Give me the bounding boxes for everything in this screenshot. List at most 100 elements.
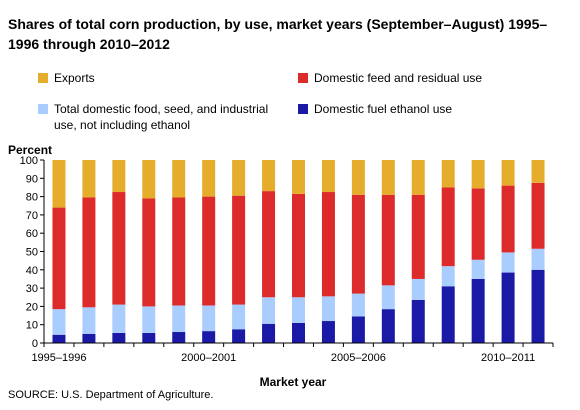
legend-label-feed: Domestic feed and residual use bbox=[314, 71, 483, 85]
bar-segment-s1-7 bbox=[262, 297, 276, 324]
legend-item-exports: Exports bbox=[38, 70, 95, 86]
bar-segment-s0-12 bbox=[411, 300, 425, 343]
bar-segment-s2-5 bbox=[202, 196, 216, 306]
x-tick-label-2: 2005–2006 bbox=[331, 352, 386, 364]
y-tick-label-50: 50 bbox=[26, 247, 38, 259]
bar-segment-s3-0 bbox=[52, 160, 66, 208]
bar-segment-s1-12 bbox=[411, 278, 425, 300]
bar-segment-s2-10 bbox=[351, 194, 365, 294]
bar-segment-s3-7 bbox=[262, 160, 276, 192]
bar-segment-s2-4 bbox=[172, 197, 186, 306]
x-axis-label: Market year bbox=[260, 375, 327, 389]
y-tick-label-0: 0 bbox=[32, 338, 38, 350]
x-tick-label-1: 2000–2001 bbox=[181, 352, 236, 364]
legend-swatch-feed bbox=[298, 73, 308, 83]
bar-segment-s0-4 bbox=[172, 332, 186, 343]
bar-segment-s0-11 bbox=[381, 309, 395, 343]
bar-segment-s1-5 bbox=[202, 305, 216, 332]
y-tick-label-90: 90 bbox=[26, 173, 38, 185]
bar-segment-s0-16 bbox=[531, 269, 545, 343]
bar-segment-s3-5 bbox=[202, 160, 216, 197]
bar-segment-s3-11 bbox=[381, 160, 395, 195]
bar-segment-s0-10 bbox=[351, 316, 365, 343]
bar-segment-s2-16 bbox=[531, 182, 545, 249]
bar-segment-s3-9 bbox=[321, 160, 335, 193]
bar-segment-s0-15 bbox=[501, 272, 515, 343]
chart-title: Shares of total corn production, by use,… bbox=[8, 16, 548, 52]
bar-segment-s1-10 bbox=[351, 293, 365, 317]
bar-segment-s3-13 bbox=[441, 160, 455, 188]
bar-segment-s2-2 bbox=[112, 192, 126, 305]
bar-segment-s0-7 bbox=[262, 323, 276, 343]
y-tick-label-70: 70 bbox=[26, 210, 38, 222]
bar-segment-s3-2 bbox=[112, 160, 126, 193]
x-tick-label-3: 2010–2011 bbox=[481, 352, 535, 364]
y-tick-label-20: 20 bbox=[26, 301, 38, 313]
bar-segment-s0-9 bbox=[321, 321, 335, 343]
bar-segment-s3-6 bbox=[232, 160, 246, 196]
bar-segment-s3-8 bbox=[292, 160, 305, 194]
bar-segment-s2-0 bbox=[52, 207, 66, 310]
legend-label-exports: Exports bbox=[54, 71, 95, 85]
bar-segment-s0-6 bbox=[232, 329, 246, 343]
bar-segment-s1-15 bbox=[501, 252, 515, 273]
legend-swatch-exports bbox=[38, 73, 48, 83]
legend-item-food-seed-industrial: Total domestic food, seed, and industria… bbox=[38, 101, 288, 133]
bar-segment-s3-4 bbox=[172, 160, 186, 198]
legend-item-ethanol: Domestic fuel ethanol use bbox=[298, 101, 452, 117]
bar-segment-s0-0 bbox=[52, 334, 66, 343]
y-tick-label-10: 10 bbox=[26, 320, 38, 332]
bar-segment-s2-1 bbox=[82, 197, 96, 308]
bar-segment-s2-11 bbox=[381, 194, 395, 286]
bar-segment-s1-0 bbox=[52, 309, 66, 335]
bar-segment-s1-2 bbox=[112, 304, 126, 333]
bar-segment-s3-16 bbox=[531, 160, 545, 183]
bar-segment-s1-14 bbox=[471, 259, 485, 279]
legend-item-feed: Domestic feed and residual use bbox=[298, 70, 482, 86]
bar-segment-s1-9 bbox=[321, 296, 335, 322]
y-tick-label-80: 80 bbox=[26, 192, 38, 204]
bar-segment-s2-6 bbox=[232, 195, 246, 305]
y-tick-label-60: 60 bbox=[26, 228, 38, 240]
bar-segment-s3-1 bbox=[82, 160, 96, 198]
bar-segment-s2-12 bbox=[411, 194, 425, 279]
bar-segment-s2-13 bbox=[441, 187, 455, 267]
bar-segment-s1-13 bbox=[441, 266, 455, 287]
bar-segment-s0-5 bbox=[202, 331, 216, 343]
source-note: SOURCE: U.S. Department of Agriculture. bbox=[8, 389, 214, 401]
bar-segment-s1-11 bbox=[381, 285, 395, 310]
bar-segment-s1-3 bbox=[142, 306, 156, 333]
bar-segment-s1-16 bbox=[531, 248, 545, 270]
legend-swatch-food-seed-industrial bbox=[38, 104, 48, 114]
bar-segment-s3-10 bbox=[351, 160, 365, 195]
bar-segment-s0-1 bbox=[82, 333, 96, 343]
bar-segment-s3-14 bbox=[471, 160, 485, 189]
bar-segment-s2-7 bbox=[262, 191, 276, 298]
bar-segment-s2-9 bbox=[321, 192, 335, 297]
bar-segment-s1-4 bbox=[172, 305, 186, 333]
bar-segment-s0-8 bbox=[292, 322, 305, 343]
y-tick-label-30: 30 bbox=[26, 283, 38, 295]
bar-segment-s0-2 bbox=[112, 332, 126, 343]
y-axis-label: Percent bbox=[8, 143, 52, 157]
x-tick-label-0: 1995–1996 bbox=[31, 352, 86, 364]
bar-segment-s1-8 bbox=[292, 297, 305, 323]
bar-segment-s2-15 bbox=[501, 185, 515, 253]
bar-segment-s1-6 bbox=[232, 304, 246, 330]
bar-segment-s2-14 bbox=[471, 188, 485, 260]
bar-segment-s0-13 bbox=[441, 286, 455, 343]
bar-segment-s3-12 bbox=[411, 160, 425, 195]
bar-segment-s0-3 bbox=[142, 332, 156, 343]
bar-segment-s2-8 bbox=[292, 193, 305, 298]
bar-segment-s3-15 bbox=[501, 160, 515, 186]
bar-segment-s0-14 bbox=[471, 278, 485, 343]
y-tick-label-100: 100 bbox=[20, 155, 38, 167]
legend-label-food-seed-industrial: Total domestic food, seed, and industria… bbox=[54, 102, 269, 132]
legend-swatch-ethanol bbox=[298, 104, 308, 114]
y-tick-label-40: 40 bbox=[26, 265, 38, 277]
bar-segment-s2-3 bbox=[142, 198, 156, 307]
bar-segment-s1-1 bbox=[82, 307, 96, 334]
legend-label-ethanol: Domestic fuel ethanol use bbox=[314, 102, 453, 116]
